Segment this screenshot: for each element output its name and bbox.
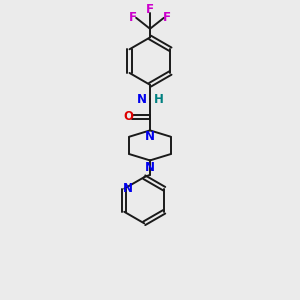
Text: O: O	[124, 110, 134, 123]
Text: F: F	[146, 3, 154, 16]
Text: F: F	[129, 11, 137, 24]
Text: F: F	[163, 11, 171, 24]
Text: N: N	[145, 130, 155, 143]
Text: H: H	[154, 93, 163, 106]
Text: N: N	[123, 182, 133, 195]
Text: N: N	[136, 93, 146, 106]
Text: N: N	[145, 161, 155, 174]
